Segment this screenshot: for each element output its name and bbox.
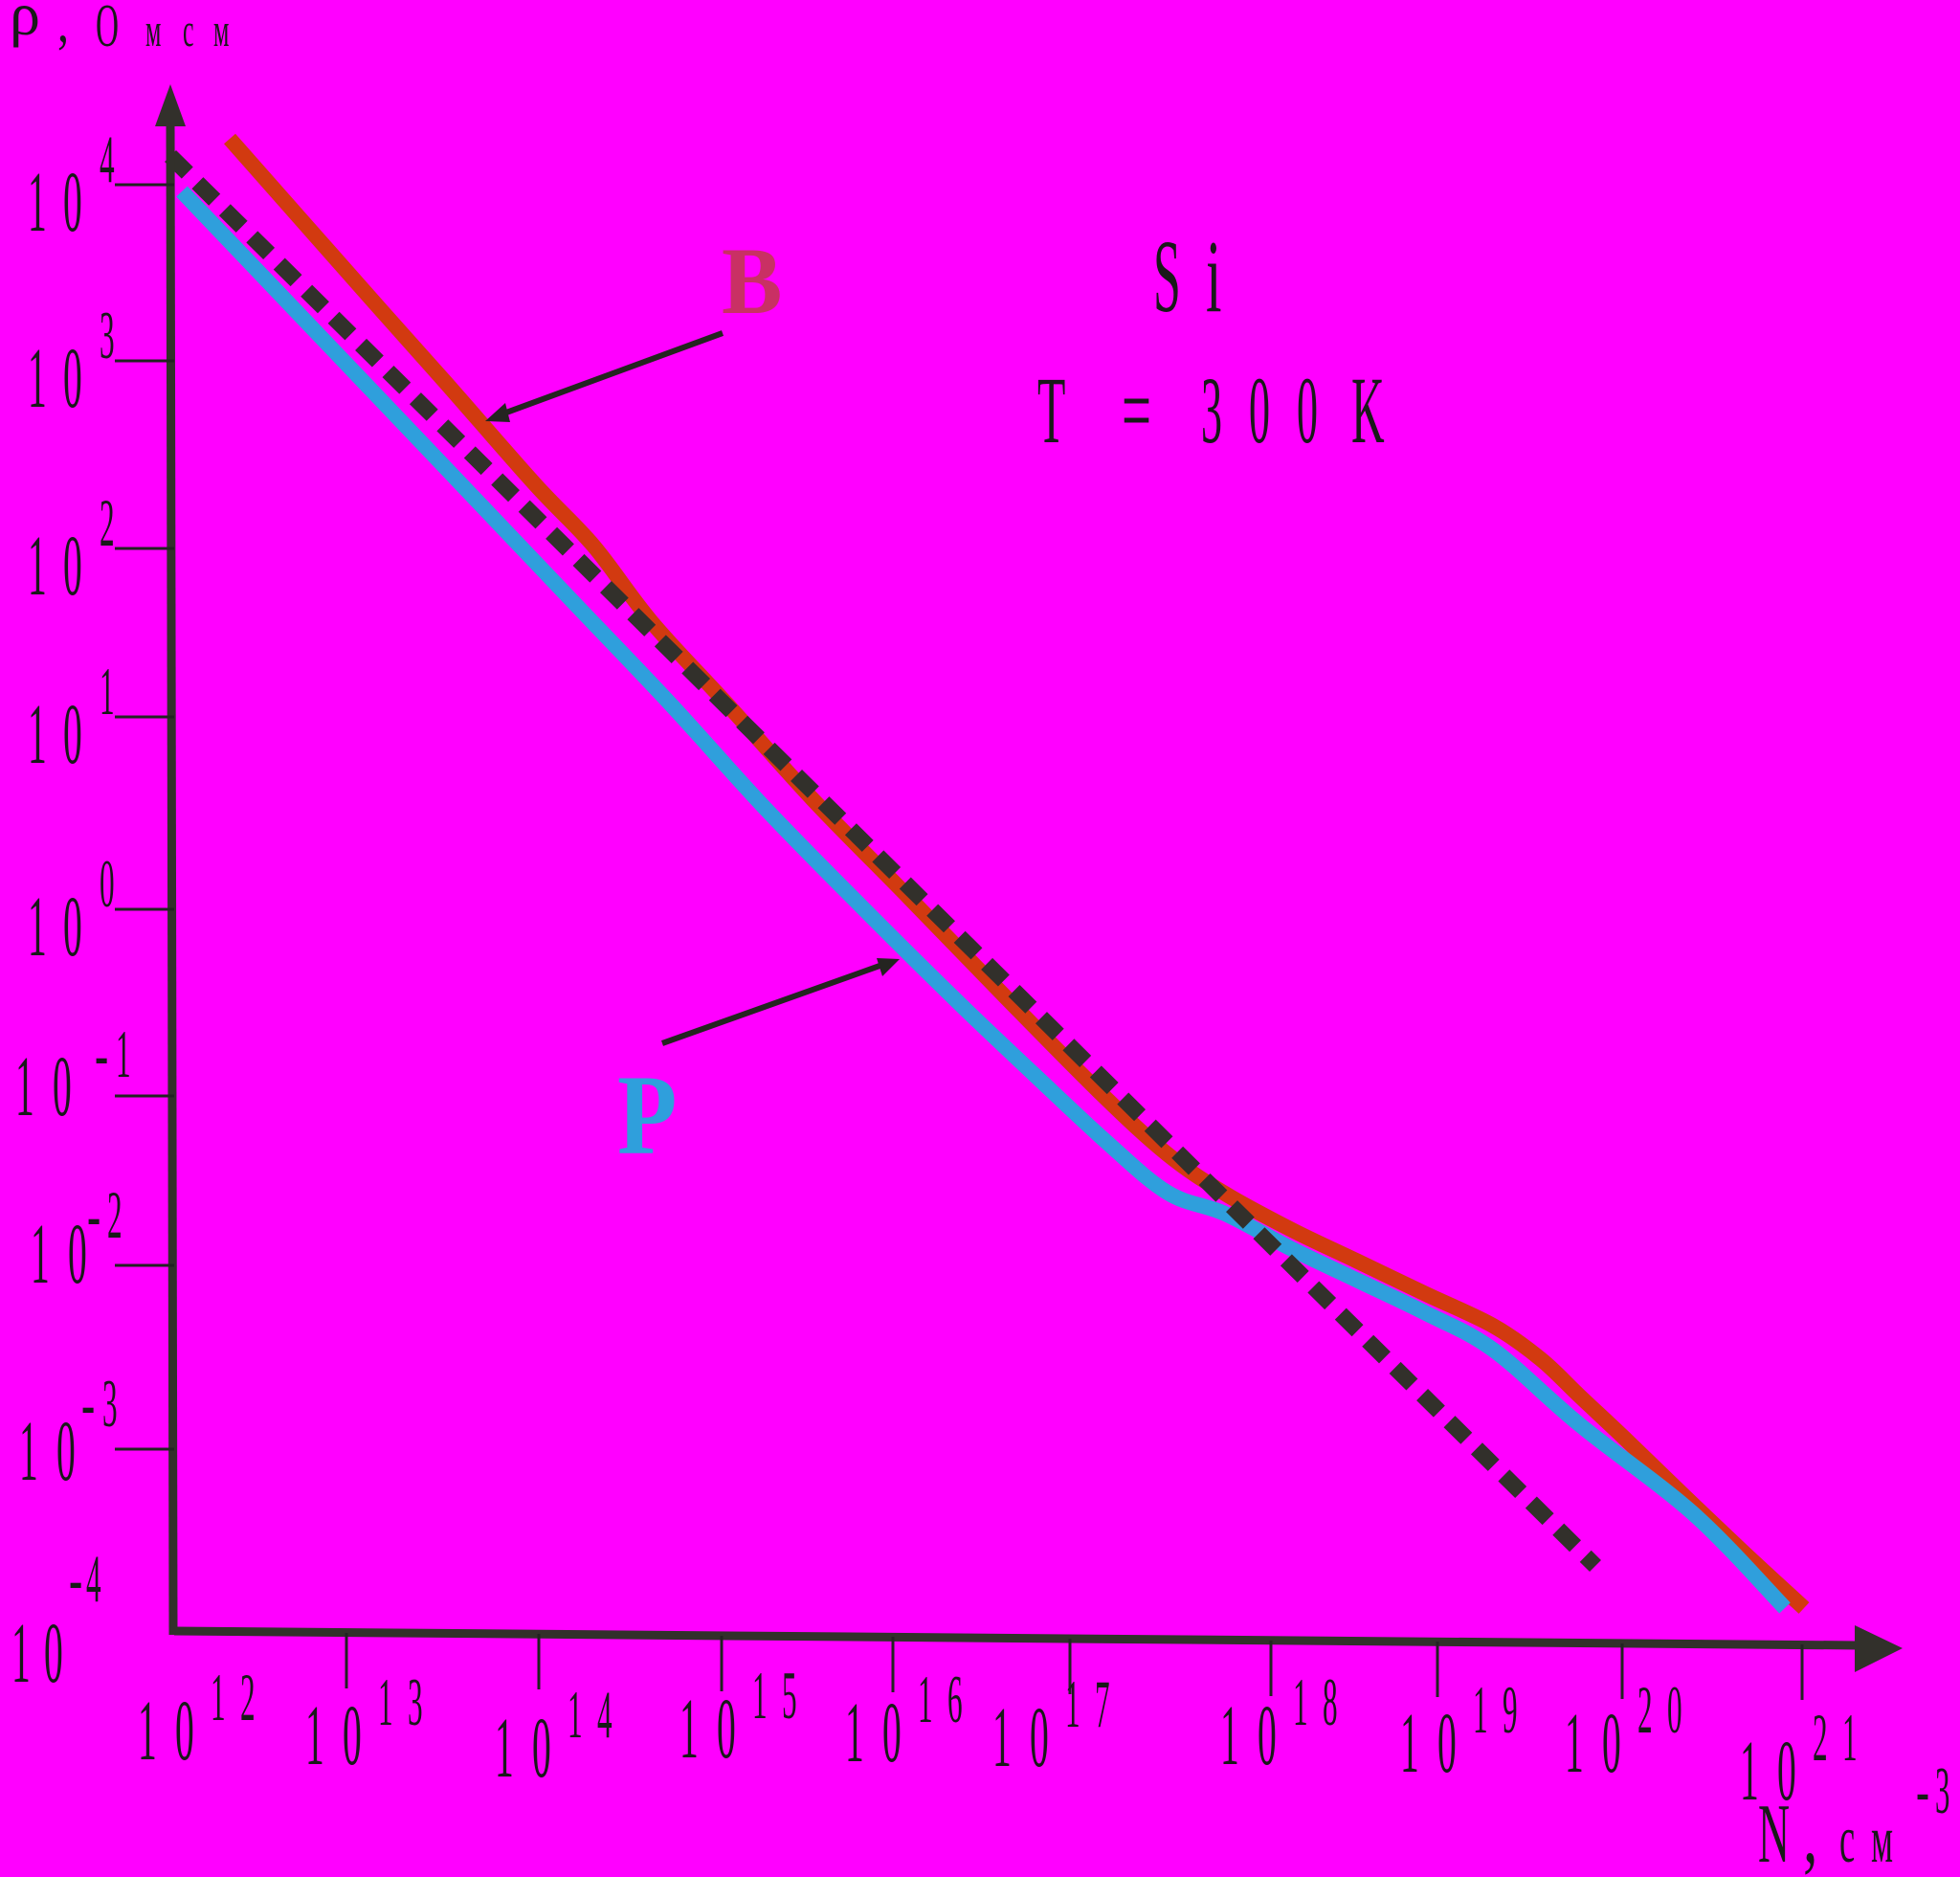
svg-text:с: с [1839, 1803, 1855, 1877]
svg-text:-: - [81, 1366, 95, 1441]
svg-text:N: N [1758, 1788, 1790, 1877]
svg-text:1: 1 [28, 880, 47, 975]
svg-text:1: 1 [28, 155, 47, 251]
svg-text:0: 0 [1777, 1724, 1796, 1820]
svg-text:=: = [1122, 358, 1151, 463]
svg-text:1: 1 [1293, 1665, 1308, 1740]
svg-text:3: 3 [1201, 357, 1222, 463]
svg-text:2: 2 [240, 1660, 256, 1735]
svg-text:0: 0 [1297, 357, 1318, 463]
svg-text:1: 1 [495, 1701, 514, 1797]
svg-text:0: 0 [63, 519, 82, 614]
svg-text:8: 8 [1323, 1665, 1338, 1740]
svg-text:2: 2 [107, 1177, 122, 1253]
svg-text:с: с [183, 3, 194, 56]
svg-text:S: S [1153, 221, 1181, 335]
svg-text:1: 1 [305, 1688, 324, 1784]
svg-text:3: 3 [1935, 1754, 1949, 1828]
svg-text:1: 1 [1065, 1666, 1080, 1742]
svg-text:4: 4 [100, 122, 115, 197]
svg-text:7: 7 [1095, 1666, 1110, 1742]
svg-text:0: 0 [63, 155, 82, 251]
svg-text:1: 1 [11, 1606, 31, 1702]
svg-text:1: 1 [378, 1665, 393, 1740]
svg-text:0: 0 [56, 1404, 76, 1500]
svg-text:0: 0 [532, 1701, 551, 1797]
svg-text:1: 1 [679, 1682, 699, 1777]
svg-text:T: T [1037, 357, 1065, 463]
svg-text:3: 3 [408, 1665, 423, 1740]
svg-text:1: 1 [31, 1207, 50, 1303]
svg-text:0: 0 [882, 1686, 902, 1781]
svg-text:0: 0 [63, 687, 82, 783]
svg-text:2: 2 [1813, 1700, 1828, 1776]
svg-text:-: - [95, 1017, 108, 1092]
svg-text:О: О [96, 0, 119, 60]
svg-text:4: 4 [86, 1541, 101, 1617]
svg-text:1: 1 [15, 1039, 34, 1135]
svg-text:0: 0 [53, 1039, 72, 1135]
svg-text:1: 1 [28, 519, 47, 614]
svg-text:1: 1 [100, 654, 115, 729]
svg-text:2: 2 [100, 485, 115, 561]
svg-text:4: 4 [597, 1677, 612, 1753]
svg-text:K: K [1351, 357, 1385, 463]
svg-text:0: 0 [44, 1606, 63, 1702]
svg-text:0: 0 [63, 880, 82, 975]
svg-text:1: 1 [19, 1404, 38, 1500]
svg-text:1: 1 [1220, 1688, 1239, 1784]
svg-text:B: B [722, 229, 782, 335]
svg-text:1: 1 [28, 687, 47, 783]
svg-text:1: 1 [918, 1662, 933, 1737]
svg-text:1: 1 [138, 1684, 157, 1779]
svg-text:1: 1 [992, 1690, 1012, 1786]
svg-text:1: 1 [845, 1686, 864, 1781]
svg-text:0: 0 [1030, 1690, 1049, 1786]
svg-text:1: 1 [1400, 1696, 1419, 1792]
svg-text:0: 0 [343, 1688, 362, 1784]
svg-text:-: - [1916, 1754, 1929, 1827]
svg-text:0: 0 [100, 846, 115, 922]
svg-text:-: - [87, 1177, 100, 1253]
svg-text:5: 5 [782, 1658, 797, 1733]
svg-text:0: 0 [1667, 1672, 1682, 1748]
svg-text:2: 2 [1637, 1672, 1653, 1748]
svg-text:м: м [145, 3, 161, 56]
svg-text:0: 0 [63, 331, 82, 427]
svg-text:1: 1 [211, 1660, 226, 1735]
svg-text:3: 3 [102, 1366, 118, 1441]
svg-text:ρ: ρ [10, 0, 40, 48]
svg-text:3: 3 [100, 298, 115, 373]
svg-text:P: P [617, 1052, 677, 1179]
svg-text:1: 1 [752, 1658, 768, 1733]
svg-text:-: - [69, 1541, 82, 1617]
svg-text:1: 1 [1565, 1696, 1584, 1792]
svg-text:1: 1 [1842, 1700, 1858, 1776]
svg-text:0: 0 [1249, 357, 1270, 463]
svg-text:1: 1 [28, 331, 47, 427]
svg-text:м: м [213, 3, 229, 56]
svg-text:6: 6 [947, 1662, 963, 1737]
svg-text:1: 1 [116, 1017, 131, 1092]
svg-text:0: 0 [68, 1207, 87, 1303]
svg-text:0: 0 [717, 1682, 736, 1777]
svg-text:0: 0 [1602, 1696, 1621, 1792]
svg-text:1: 1 [568, 1677, 583, 1753]
svg-text:1: 1 [1473, 1672, 1488, 1748]
svg-text:,: , [57, 0, 69, 54]
svg-text:1: 1 [1740, 1724, 1759, 1820]
svg-text:м: м [1871, 1803, 1893, 1877]
svg-text:i: i [1206, 218, 1222, 333]
svg-text:0: 0 [1258, 1688, 1277, 1784]
svg-text:9: 9 [1503, 1672, 1518, 1748]
svg-text:0: 0 [175, 1684, 194, 1779]
svg-text:,: , [1803, 1787, 1817, 1877]
svg-text:0: 0 [1437, 1696, 1457, 1792]
